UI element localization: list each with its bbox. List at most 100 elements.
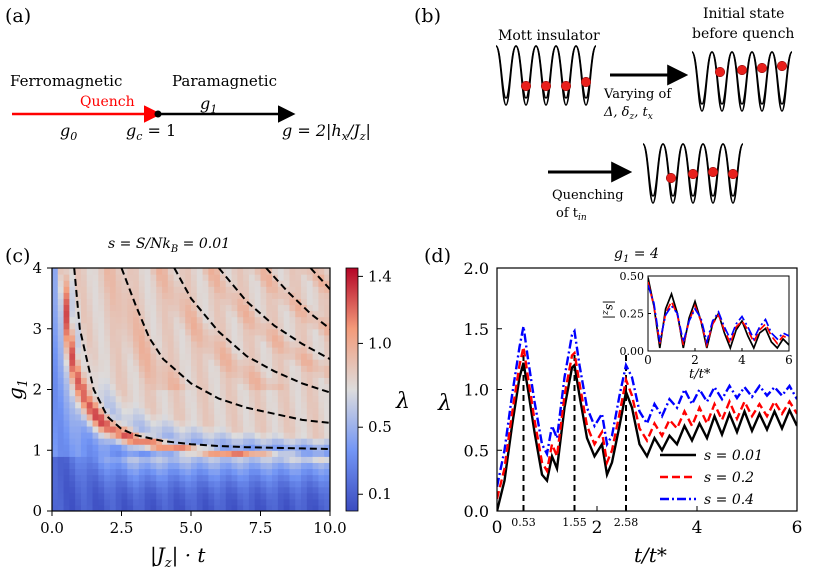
heatmap-cell bbox=[57, 462, 65, 470]
heatmap-cell bbox=[173, 474, 181, 482]
heatmap-cell bbox=[92, 371, 99, 378]
heatmap-cell bbox=[248, 346, 256, 354]
heatmap-cell bbox=[185, 298, 192, 306]
heatmap-cell bbox=[237, 419, 244, 427]
heatmap-cell bbox=[69, 322, 76, 330]
heatmap-cell bbox=[69, 474, 76, 482]
line-ytick-label: 1.5 bbox=[464, 320, 489, 339]
g0-label: g bbox=[60, 121, 70, 140]
heatmap-cell bbox=[202, 395, 209, 403]
heatmap-cell bbox=[104, 401, 111, 409]
heatmap-cell bbox=[69, 486, 76, 494]
heatmap-cell bbox=[109, 346, 117, 354]
heatmap-cell bbox=[231, 504, 238, 511]
heatmap-cell bbox=[248, 468, 256, 476]
heatmap-cell bbox=[225, 498, 233, 506]
heatmap-cell bbox=[63, 413, 70, 421]
line-series bbox=[497, 326, 797, 511]
heatmap-cell bbox=[289, 268, 296, 275]
heatmap-cell bbox=[272, 425, 279, 433]
heatmap-cell bbox=[109, 328, 117, 336]
heatmap-cell bbox=[98, 413, 105, 421]
heatmap-cell bbox=[225, 438, 233, 445]
heatmap-cell bbox=[260, 316, 267, 324]
heatmap-cell bbox=[179, 322, 186, 330]
heatmap-cell bbox=[167, 480, 175, 488]
heatmap-cell bbox=[243, 407, 250, 415]
heatmap-cell bbox=[219, 395, 227, 403]
heatmap-cell bbox=[277, 310, 285, 318]
heatmap-cell bbox=[237, 371, 244, 378]
heatmap-cell bbox=[272, 346, 279, 354]
heatmap-cell bbox=[98, 425, 105, 433]
heatmap-cell bbox=[144, 280, 152, 287]
heatmap-cell bbox=[75, 486, 82, 494]
heatmap-cell bbox=[156, 468, 163, 476]
heatmap-cell bbox=[115, 492, 123, 500]
heatmap-cell bbox=[219, 371, 227, 378]
heatmap-cell bbox=[225, 432, 233, 439]
heatmap-cell bbox=[173, 492, 181, 500]
heatmap-cell bbox=[92, 444, 99, 451]
heatmap-cell bbox=[109, 377, 117, 385]
heatmap-cell bbox=[156, 286, 163, 293]
heatmap-cell bbox=[272, 316, 279, 324]
heatmap-cell bbox=[318, 286, 325, 293]
heatmap-cell bbox=[150, 425, 157, 433]
heatmap-cell bbox=[150, 444, 157, 451]
heatmap-cell bbox=[150, 389, 157, 397]
heatmap-cell bbox=[156, 474, 163, 482]
heatmap-cell bbox=[185, 432, 192, 439]
heatmap-cell bbox=[156, 438, 163, 445]
heatmap-cell bbox=[86, 498, 94, 506]
heatmap-cell bbox=[167, 498, 175, 506]
heatmap-cell bbox=[86, 407, 94, 415]
heatmap-cell bbox=[318, 468, 325, 476]
heatmap-cell bbox=[138, 456, 146, 463]
heatmap-cell bbox=[295, 504, 302, 511]
heatmap-cell bbox=[231, 334, 238, 342]
heatmap-cell bbox=[283, 401, 291, 409]
heatmap-cell bbox=[69, 346, 76, 354]
heatmap-cell bbox=[231, 395, 238, 403]
heatmap-cell bbox=[301, 438, 308, 445]
heatmap-cell bbox=[272, 401, 279, 409]
heatmap-cell bbox=[173, 432, 181, 439]
heatmap-cell bbox=[312, 371, 320, 378]
heatmap-cell bbox=[127, 292, 134, 299]
heatmap-cell bbox=[243, 474, 250, 482]
heatmap-cell bbox=[295, 425, 302, 433]
heatmap-cell bbox=[69, 395, 76, 403]
heatmap-cell bbox=[312, 353, 320, 360]
heatmap-cell bbox=[150, 359, 157, 366]
heatmap-cell bbox=[196, 498, 204, 506]
heatmap-cell bbox=[289, 486, 296, 494]
heatmap-cell bbox=[138, 359, 146, 366]
heatmap-cell bbox=[301, 395, 308, 403]
heatmap-cell bbox=[127, 346, 134, 354]
heatmap-cell bbox=[243, 359, 250, 366]
heatmap-cell bbox=[248, 401, 256, 409]
heatmap-cell bbox=[324, 462, 330, 470]
heatmap-cell bbox=[295, 450, 302, 457]
heatmap-cell bbox=[75, 419, 82, 427]
heatmap-cell bbox=[324, 456, 330, 463]
heatmap-cell bbox=[109, 474, 117, 482]
heatmap-cell bbox=[75, 480, 82, 488]
heatmap-xlabel-sub: z bbox=[164, 556, 172, 571]
heatmap-cell bbox=[248, 456, 256, 463]
heatmap-cell bbox=[318, 492, 325, 500]
inset-ytick-label: 0.50 bbox=[620, 270, 645, 283]
heatmap-cell bbox=[115, 389, 123, 397]
heatmap-cell bbox=[63, 274, 70, 281]
heatmap-cell bbox=[69, 365, 76, 372]
heatmap-cell bbox=[57, 468, 65, 476]
heatmap-cell bbox=[277, 468, 285, 476]
heatmap-cell bbox=[301, 359, 308, 366]
heatmap-cell bbox=[202, 365, 209, 372]
heatmap-cell bbox=[289, 371, 296, 378]
line-ytick-label: 0.5 bbox=[464, 441, 489, 460]
heatmap-title-sub: B bbox=[170, 244, 178, 255]
heatmap-cell bbox=[80, 462, 88, 470]
heatmap-cell bbox=[121, 365, 128, 372]
